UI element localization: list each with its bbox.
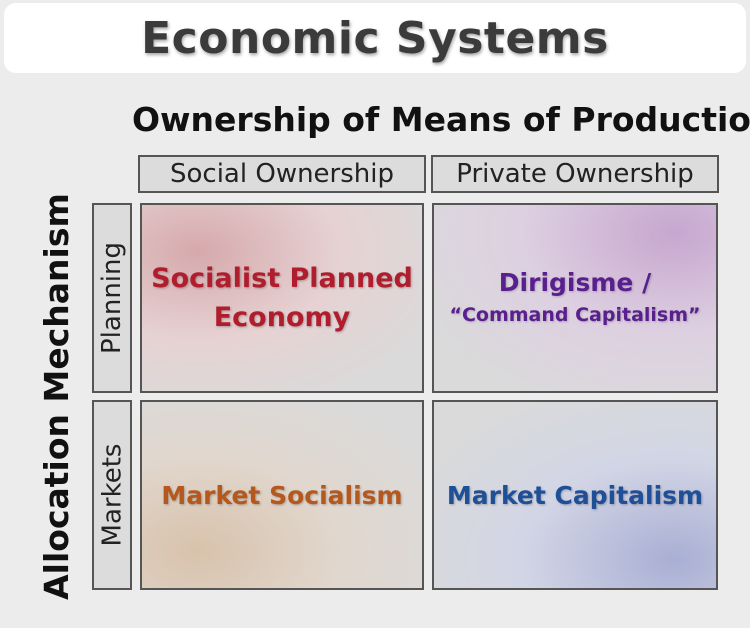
cell-label: Market Capitalism (446, 480, 704, 510)
row-header-planning-box: Planning (92, 203, 132, 393)
row-header-markets: Markets (97, 443, 128, 547)
column-header-social-ownership: Social Ownership (138, 155, 426, 193)
cell-label-line1: Dirigisme / (498, 268, 652, 297)
cell-label-line2: Economy (213, 302, 351, 333)
cell-market-socialism: Market Socialism (140, 400, 424, 590)
cell-dirigisme: Dirigisme / “Command Capitalism” (432, 203, 718, 393)
cell-market-capitalism: Market Capitalism (432, 400, 718, 590)
row-header-planning: Planning (97, 242, 127, 354)
title-box: Economic Systems (4, 3, 746, 73)
cell-label-line2: “Command Capitalism” (449, 304, 701, 326)
cell-socialist-planned-economy: Socialist Planned Economy (140, 203, 424, 393)
column-axis-label: Ownership of Means of Production (132, 100, 750, 139)
cell-label: Market Socialism (161, 480, 403, 510)
row-header-markets-box: Markets (92, 400, 132, 590)
column-header-private-ownership: Private Ownership (431, 155, 719, 193)
row-axis-label: Allocation Mechanism (36, 192, 76, 600)
row-axis-label-container: Allocation Mechanism (28, 193, 84, 600)
cell-label-line1: Socialist Planned (151, 263, 413, 294)
diagram-title: Economic Systems (141, 12, 609, 64)
